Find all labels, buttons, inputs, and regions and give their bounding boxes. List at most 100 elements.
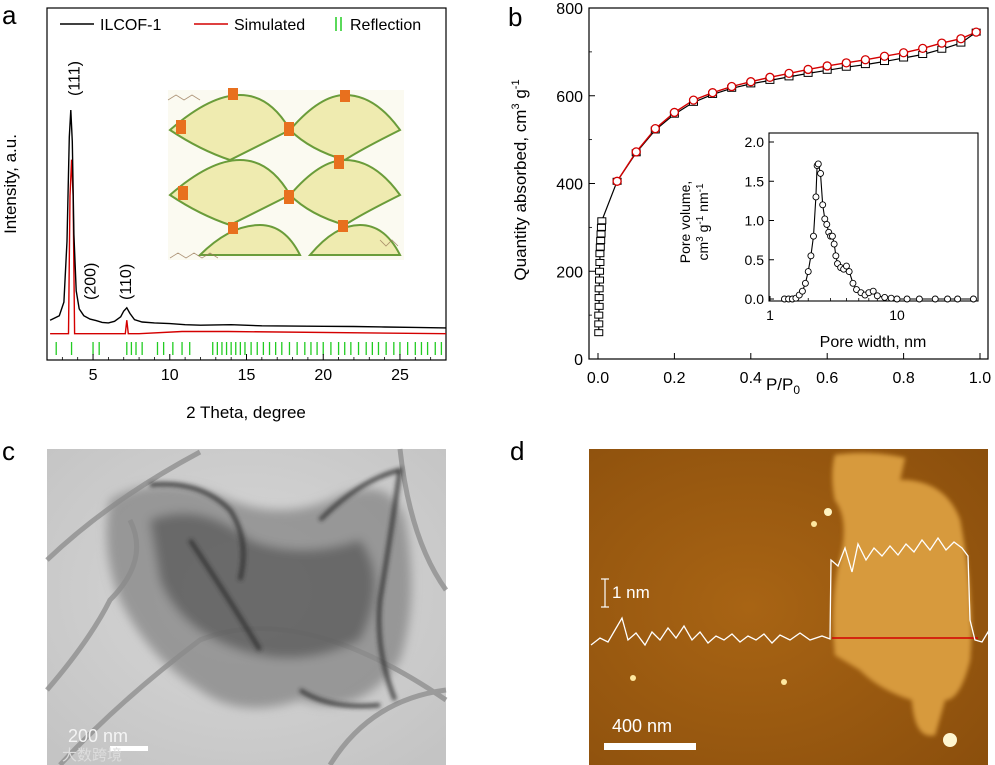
adsorption-point xyxy=(971,27,981,37)
peak-annotation: (111) xyxy=(67,61,84,96)
adsorption-point xyxy=(727,81,737,92)
pore-point xyxy=(810,232,817,240)
pore-size-inset: 0.0 0.5 1.0 1.5 2.0 1 10 Pore width, nm Pore v… xyxy=(677,132,979,351)
panel-label-c: c xyxy=(2,436,15,466)
pore-point xyxy=(819,201,827,209)
inset-y-tick-label: 1.5 xyxy=(745,173,765,189)
afm-flake xyxy=(832,452,972,737)
x-tick-label: 0.4 xyxy=(740,370,762,387)
afm-scale-bar xyxy=(604,743,696,750)
pore-point xyxy=(828,232,836,240)
inset-y-label-line2: cm3 g-1 nm-1 xyxy=(695,183,711,261)
pore-point xyxy=(849,279,857,287)
y-tick-label: 600 xyxy=(556,89,583,106)
xrd-chart: ILCOF-1 Simulated Reflection xyxy=(1,7,447,422)
xrd-peak-annotations: (111) (200) (110) xyxy=(67,61,135,300)
desorption-point xyxy=(594,311,604,319)
xrd-experimental-line xyxy=(49,109,447,329)
y-tick-label: 400 xyxy=(556,177,583,194)
inset-y-tick-label: 0.0 xyxy=(745,291,765,307)
x-tick-label: 10 xyxy=(161,367,179,384)
adsorption-point xyxy=(631,147,641,157)
desorption-point xyxy=(595,243,605,251)
pore-distribution-points xyxy=(781,160,977,303)
legend-label-ilcof: ILCOF-1 xyxy=(100,17,161,34)
adsorption-point xyxy=(822,61,832,71)
inset-y-tick-label: 0.5 xyxy=(745,252,765,268)
xrd-y-label: Intensity, a.u. xyxy=(1,134,20,234)
x-tick-label: 0.0 xyxy=(587,370,609,387)
pore-point xyxy=(801,279,809,287)
xrd-legend: ILCOF-1 Simulated Reflection xyxy=(60,17,421,34)
adsorption-point xyxy=(956,34,966,44)
pore-point xyxy=(804,268,812,275)
x-tick-label: 0.6 xyxy=(816,370,838,387)
panel-label-d: d xyxy=(510,436,525,466)
peak-annotation: (110) xyxy=(118,264,135,300)
isotherm-y-label: Quantity absorbed, cm3 g-1 xyxy=(510,79,530,280)
peak-annotation: (200) xyxy=(83,263,100,300)
desorption-point xyxy=(594,329,604,337)
pore-point xyxy=(931,295,939,303)
pore-point xyxy=(812,193,820,201)
desorption-point xyxy=(595,267,605,275)
adsorption-point xyxy=(879,51,890,61)
pore-point xyxy=(807,252,815,260)
pore-point xyxy=(817,169,824,177)
adsorption-point xyxy=(860,55,871,65)
isotherm-axes: 0 200 400 600 800 0.0 0.2 0.4 0.6 0.8 1.0 xyxy=(556,1,991,387)
adsorption-points xyxy=(612,27,981,186)
tem-image: 200 nm 大数跨境 xyxy=(45,448,449,765)
adsorption-point xyxy=(650,124,660,134)
adsorption-point xyxy=(898,48,909,58)
y-tick-label: 0 xyxy=(574,352,583,369)
afm-scale-label: 400 nm xyxy=(612,716,672,736)
pore-point xyxy=(970,295,977,303)
legend-label-reflection: Reflection xyxy=(350,17,421,34)
x-tick-label: 25 xyxy=(391,367,409,384)
desorption-point xyxy=(595,250,605,258)
x-tick-label: 0.2 xyxy=(663,370,685,387)
pore-point xyxy=(814,160,822,168)
desorption-point xyxy=(594,302,604,310)
pore-point xyxy=(944,295,951,303)
desorption-point xyxy=(594,285,604,293)
desorption-point xyxy=(596,237,606,245)
desorption-point xyxy=(595,258,605,266)
x-tick-label: 15 xyxy=(238,367,256,384)
pore-point xyxy=(887,294,895,302)
pore-point xyxy=(915,295,923,303)
y-tick-label: 200 xyxy=(556,264,583,281)
tem-scale-label: 200 nm xyxy=(68,726,128,746)
x-tick-label: 20 xyxy=(314,367,332,384)
pore-point xyxy=(845,268,853,275)
adsorption-point xyxy=(937,38,947,48)
desorption-point xyxy=(594,294,604,302)
pore-point xyxy=(823,220,831,228)
pore-point xyxy=(873,292,881,300)
afm-image: 1 nm 400 nm xyxy=(589,449,993,765)
pore-point xyxy=(798,287,806,295)
isotherm-x-label: P/P0 xyxy=(766,375,800,397)
adsorption-point xyxy=(803,64,813,75)
pore-point xyxy=(893,295,901,303)
desorption-point xyxy=(594,320,604,328)
adsorption-point xyxy=(669,107,680,118)
adsorption-point xyxy=(784,68,794,79)
panel-label-a: a xyxy=(2,0,17,30)
inset-frame xyxy=(768,132,979,302)
y-tick-label: 800 xyxy=(556,1,583,18)
xrd-x-axis: 5 10 15 20 25 xyxy=(61,354,432,384)
adsorption-point xyxy=(746,77,756,87)
adsorption-point xyxy=(765,72,775,82)
x-tick-label: 1.0 xyxy=(969,370,991,387)
inset-y-tick-label: 2.0 xyxy=(745,134,765,150)
xrd-simulated-line xyxy=(50,159,447,335)
x-tick-label: 5 xyxy=(89,367,98,384)
pore-point xyxy=(903,295,911,303)
inset-x-label: Pore width, nm xyxy=(820,334,927,351)
desorption-point xyxy=(595,276,605,284)
panel-label-b: b xyxy=(508,2,523,32)
adsorption-point xyxy=(688,95,699,105)
